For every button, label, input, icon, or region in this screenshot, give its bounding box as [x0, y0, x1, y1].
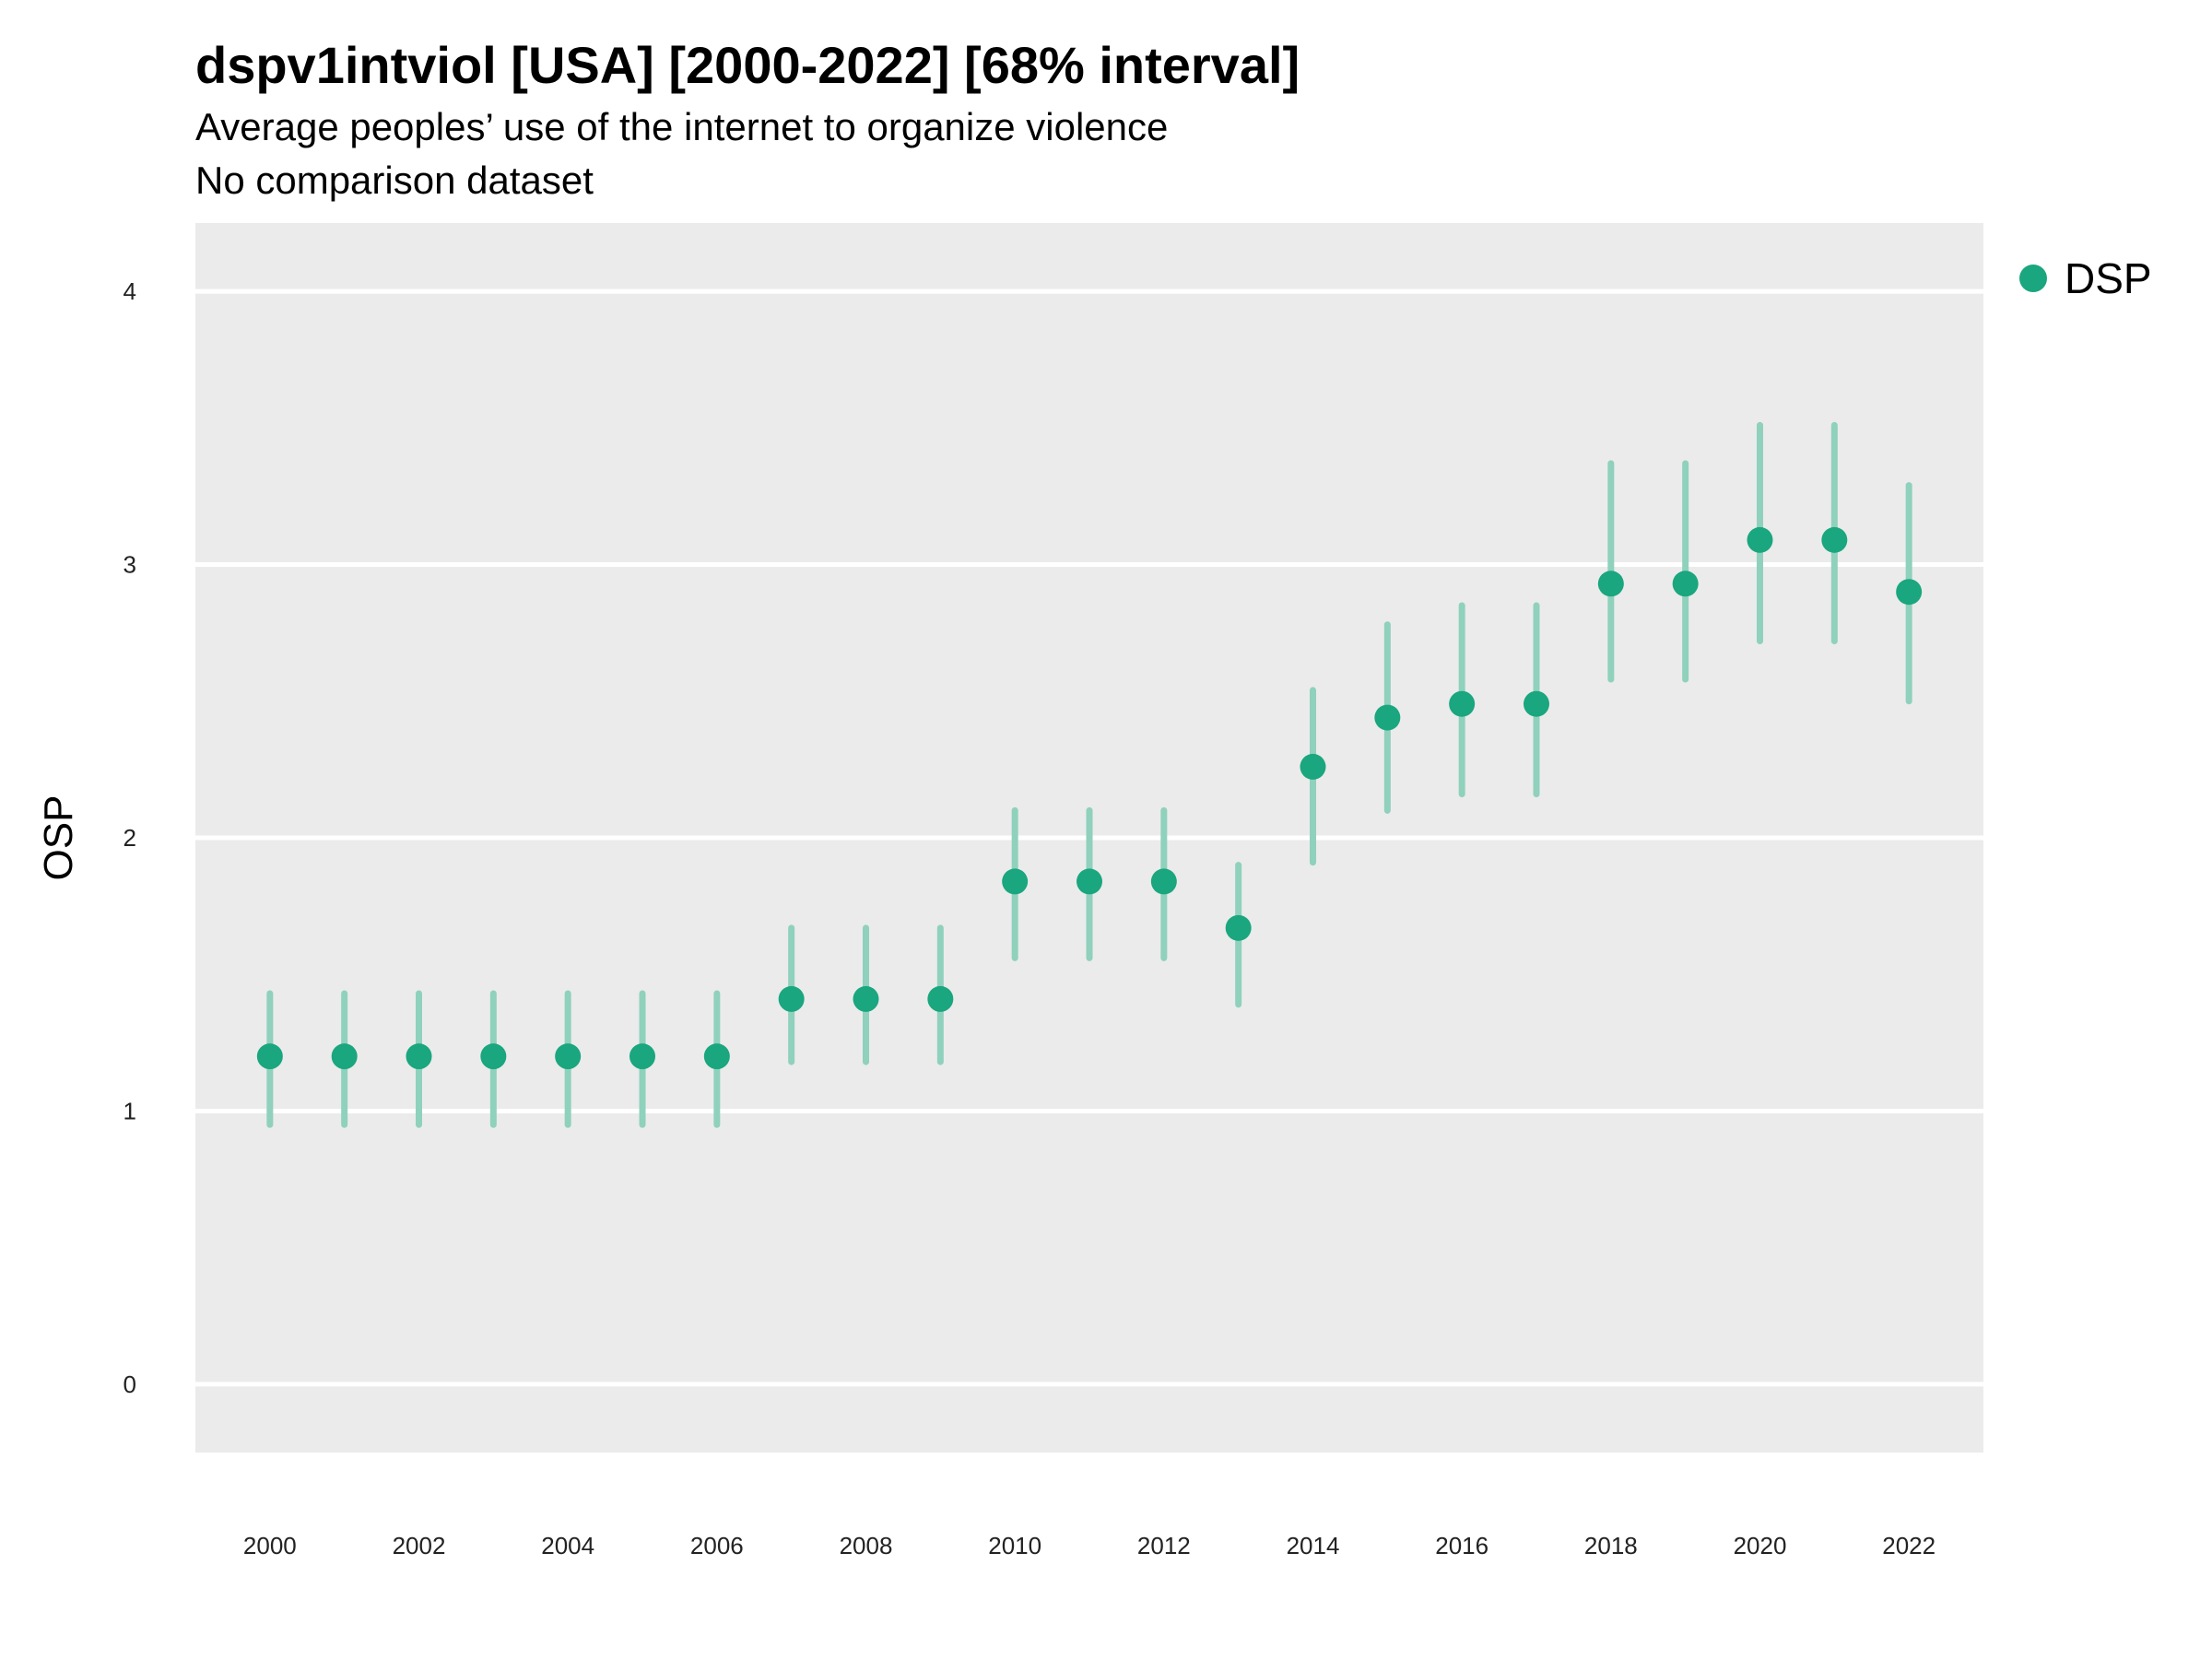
x-tick-label: 2006 — [690, 1532, 744, 1559]
x-tick-label: 2016 — [1435, 1532, 1488, 1559]
series-dsp — [256, 421, 1923, 1128]
data-point — [406, 1043, 432, 1070]
chart-title: dspv1intviol [USA] [2000-2022] [68% inte… — [195, 36, 1300, 94]
data-point — [1672, 571, 1699, 597]
y-tick-label: 0 — [124, 1371, 136, 1398]
chart-caption: No comparison dataset — [195, 159, 594, 202]
x-axis: 2000 2002 2004 2006 2008 2010 2012 2014 2016 2018… — [243, 1532, 1936, 1559]
x-tick-label: 2022 — [1882, 1532, 1936, 1559]
legend[interactable]: DSP — [2019, 254, 2152, 302]
y-axis-label: OSP — [36, 795, 81, 881]
data-point — [1821, 526, 1848, 553]
data-point — [1449, 690, 1476, 717]
y-tick-label: 3 — [124, 551, 136, 579]
data-point — [1524, 690, 1549, 717]
data-point — [1150, 868, 1177, 895]
data-point — [1747, 526, 1773, 553]
data-point — [1896, 579, 1923, 606]
data-point — [629, 1043, 655, 1070]
x-tick-label: 2002 — [393, 1532, 446, 1559]
x-tick-label: 2014 — [1287, 1532, 1340, 1559]
y-axis: 0 1 2 3 4 — [124, 277, 136, 1398]
data-point — [1597, 571, 1624, 597]
data-point — [927, 985, 954, 1012]
x-tick-label: 2018 — [1584, 1532, 1638, 1559]
x-tick-label: 2008 — [840, 1532, 893, 1559]
x-tick-label: 2010 — [988, 1532, 1041, 1559]
data-point — [331, 1043, 358, 1070]
x-tick-label: 2000 — [243, 1532, 297, 1559]
legend-key — [2019, 265, 2047, 292]
y-tick-label: 2 — [124, 824, 136, 852]
data-point — [1077, 868, 1102, 895]
data-point — [853, 985, 879, 1012]
data-point — [480, 1043, 507, 1070]
data-point — [1225, 914, 1252, 941]
legend-label: DSP — [2065, 254, 2152, 302]
data-point — [555, 1043, 582, 1070]
y-tick-label: 4 — [124, 277, 136, 305]
x-tick-label: 2012 — [1137, 1532, 1191, 1559]
data-point — [1002, 868, 1029, 895]
data-point — [1300, 753, 1326, 780]
data-point — [1374, 704, 1401, 731]
x-tick-label: 2004 — [541, 1532, 594, 1559]
chart-subtitle: Average peoples’ use of the internet to … — [195, 105, 1169, 148]
data-point — [778, 985, 805, 1012]
data-point — [256, 1043, 283, 1070]
data-point — [703, 1043, 730, 1070]
y-tick-label: 1 — [124, 1097, 136, 1124]
x-tick-label: 2020 — [1734, 1532, 1787, 1559]
